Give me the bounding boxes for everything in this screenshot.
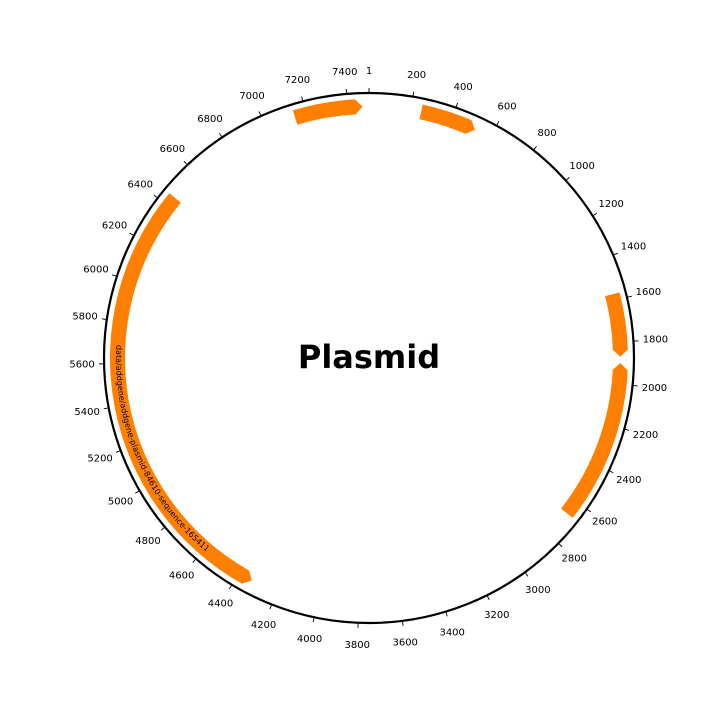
tick-label: 5400: [74, 407, 99, 418]
tick-label: 4000: [297, 634, 322, 645]
feature-arrow-2: [419, 104, 475, 134]
tick-mark: [153, 194, 159, 199]
tick-mark: [533, 145, 537, 151]
tick-label: 4400: [208, 599, 233, 610]
tick-label: 2400: [616, 475, 641, 486]
tick-mark: [626, 295, 632, 298]
tick-label: 4600: [169, 570, 194, 581]
tick-label: 7400: [332, 67, 357, 78]
tick-label: 5000: [108, 497, 133, 508]
tick-label: 2800: [561, 554, 586, 565]
tick-mark: [112, 274, 118, 277]
tick-label: 200: [407, 70, 426, 81]
tick-mark: [258, 111, 262, 117]
tick-label: 4800: [135, 536, 160, 547]
tick-label: 3800: [344, 640, 369, 651]
tick-label: 2000: [642, 383, 667, 394]
tick-mark: [412, 91, 415, 97]
tick-label: 3600: [392, 638, 417, 649]
tick-label: 1200: [598, 199, 623, 210]
tick-label: 1800: [643, 335, 668, 346]
tick-mark: [129, 232, 135, 236]
feature-arrow-3: [605, 292, 628, 357]
tick-mark: [269, 604, 273, 610]
tick-label: 3200: [484, 610, 509, 621]
tick-label: 5800: [72, 311, 97, 322]
tick-mark: [301, 96, 304, 102]
ticks-layer: 1 200400600800100012001400160018002000220…: [69, 66, 668, 651]
tick-label: 400: [454, 82, 473, 93]
tick-label: 6200: [102, 220, 127, 231]
tick-mark: [219, 132, 223, 138]
feature-arrow-4: [560, 363, 628, 518]
tick-mark: [103, 407, 109, 410]
tick-mark: [183, 161, 188, 166]
tick-label: 6000: [83, 265, 108, 276]
tick-mark: [608, 470, 614, 474]
tick-mark: [160, 526, 166, 531]
tick-mark: [486, 595, 490, 600]
tick-mark: [115, 450, 121, 453]
tick-mark: [565, 176, 570, 181]
tick-mark: [524, 571, 529, 577]
tick-mark: [312, 617, 315, 623]
tick-label: 5200: [87, 453, 112, 464]
tick-label: 600: [498, 101, 517, 112]
feature-arrow-5: [109, 193, 252, 584]
tick-mark: [455, 102, 459, 108]
tick-mark: [445, 611, 448, 617]
tick-mark: [613, 252, 618, 256]
plasmid-title: Plasmid: [298, 338, 440, 376]
features-layer: [109, 99, 628, 584]
feature-arrow-1: [292, 99, 363, 125]
tick-label: 5600: [69, 359, 94, 370]
tick-mark: [592, 212, 598, 217]
tick-label: 2200: [633, 430, 658, 441]
tick-mark: [101, 318, 107, 320]
tick-label: 1000: [569, 161, 594, 172]
tick-mark: [496, 121, 500, 126]
tick-mark: [228, 584, 233, 590]
tick-mark: [192, 558, 197, 563]
tick-mark: [135, 490, 140, 494]
tick-label: 6400: [128, 180, 153, 191]
tick-mark: [401, 620, 404, 626]
tick-label: 7200: [285, 75, 310, 86]
tick-label: 7000: [239, 91, 264, 102]
tick-mark: [624, 428, 630, 431]
tick-mark: [558, 542, 563, 548]
tick-label: 3000: [525, 585, 550, 596]
tick-label: 1400: [621, 242, 646, 253]
tick-label: 2600: [592, 517, 617, 528]
tick-mark: [632, 385, 638, 387]
tick-label: 4200: [251, 620, 276, 631]
tick-label: 800: [538, 128, 557, 139]
tick-label: 3400: [439, 628, 464, 639]
tick-label: 6600: [160, 144, 185, 155]
tick-mark: [586, 508, 592, 513]
tick-label: 6800: [197, 114, 222, 125]
tick-label: 1600: [636, 287, 661, 298]
tick-label: 1: [366, 66, 372, 77]
